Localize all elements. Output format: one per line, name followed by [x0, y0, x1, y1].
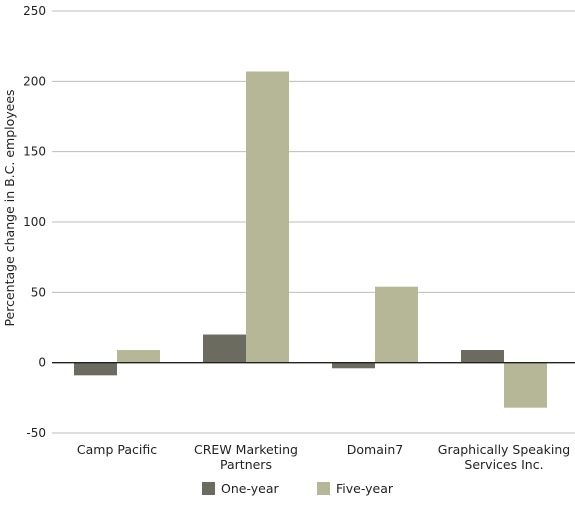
category-label: Domain7 — [347, 442, 403, 457]
y-tick-label: 100 — [23, 215, 46, 229]
bar — [332, 362, 375, 369]
category-label: Services Inc. — [464, 457, 543, 472]
bar — [74, 362, 117, 376]
y-tick-label: -50 — [26, 426, 46, 440]
bar — [117, 350, 160, 363]
category-label: Partners — [220, 457, 272, 472]
y-tick-label: 50 — [31, 285, 46, 299]
category-label: CREW Marketing — [194, 442, 298, 457]
y-axis-title: Percentage change in B.C. employees — [2, 89, 17, 326]
bar — [504, 362, 547, 408]
legend: One-year Five-year — [202, 481, 394, 496]
legend-swatch — [317, 482, 330, 495]
bar — [375, 286, 418, 363]
legend-label: Five-year — [336, 481, 394, 496]
legend-swatch — [202, 482, 215, 495]
y-tick-label: 250 — [23, 4, 46, 18]
y-tick-label: 0 — [38, 356, 46, 370]
category-label: Camp Pacific — [77, 442, 157, 457]
y-tick-label: 150 — [23, 145, 46, 159]
bar — [246, 71, 289, 363]
bars — [74, 71, 547, 408]
category-label: Graphically Speaking — [438, 442, 570, 457]
bar — [461, 350, 504, 363]
gridlines — [52, 10, 575, 434]
y-axis-ticks: 250 200 150 100 50 0 -50 — [23, 4, 46, 440]
legend-label: One-year — [221, 481, 279, 496]
bar — [203, 334, 246, 363]
y-tick-label: 200 — [23, 74, 46, 88]
